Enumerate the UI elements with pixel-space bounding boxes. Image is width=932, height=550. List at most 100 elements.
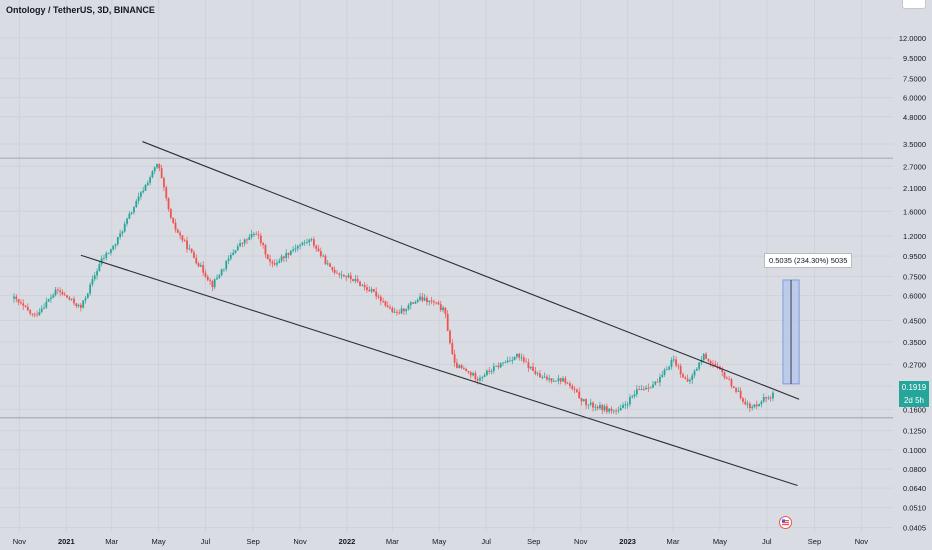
candle-body <box>513 356 516 361</box>
candle-body <box>578 391 581 399</box>
candle-body <box>366 287 368 291</box>
candle-body <box>167 198 170 210</box>
channel-trendline[interactable] <box>142 141 800 400</box>
candle-body <box>139 192 142 197</box>
time-axis[interactable]: Nov 2021 Mar May Jul Sep Nov 2022 Mar May Jul Sep No… <box>13 537 869 546</box>
price-tick-label: 0.7500 <box>903 272 926 281</box>
candle-body <box>432 301 435 303</box>
candles <box>13 163 774 415</box>
candle-body <box>760 401 763 405</box>
candle-body <box>479 377 481 381</box>
price-tick-label: 2.1000 <box>903 184 926 193</box>
candle-body <box>624 404 627 406</box>
candle-body <box>116 236 119 245</box>
candle-body <box>635 389 638 395</box>
candle-body <box>54 289 57 296</box>
candle-body <box>599 405 601 409</box>
candle-body <box>398 312 401 314</box>
candle-body <box>119 233 122 237</box>
candle-body <box>340 274 343 276</box>
candle-body <box>435 302 438 304</box>
candle-body <box>751 406 754 409</box>
candle-body <box>446 313 449 331</box>
trendlines[interactable] <box>80 141 800 487</box>
candle-body <box>363 285 366 288</box>
scale-settings-button[interactable] <box>902 0 926 9</box>
candle-body <box>552 381 555 382</box>
candle-body <box>241 243 244 244</box>
candle-body <box>679 366 682 375</box>
candle-body <box>601 405 604 411</box>
candle-body <box>276 262 278 265</box>
candle-body <box>506 360 509 363</box>
candle-body <box>289 250 292 255</box>
candle-body <box>52 295 55 298</box>
candle-body <box>109 249 112 253</box>
candle-body <box>490 371 493 372</box>
candle-body <box>511 360 514 361</box>
candle-body <box>545 376 548 380</box>
candle-body <box>190 248 193 253</box>
price-tick-label: 0.0800 <box>903 465 926 474</box>
price-axis[interactable]: 12.0000 9.5000 7.5000 6.0000 4.8000 3.5000 2.7… <box>893 0 932 550</box>
candle-body <box>255 234 258 235</box>
horizontal-lines <box>0 157 893 419</box>
candle-body <box>386 305 389 308</box>
candle-body <box>89 284 92 294</box>
candle-body <box>767 397 770 399</box>
candle-body <box>377 296 380 298</box>
measurement-tool[interactable] <box>782 279 800 385</box>
candle-body <box>573 388 576 390</box>
candle-body <box>204 272 207 277</box>
candle-body <box>38 312 41 316</box>
candle-body <box>70 298 73 300</box>
candle-body <box>691 375 694 380</box>
candle-body <box>229 254 232 259</box>
us-flag-icon[interactable] <box>779 516 792 529</box>
candle-body <box>384 301 387 306</box>
candle-body <box>483 375 486 377</box>
candle-body <box>29 310 32 314</box>
candle-body <box>686 378 689 382</box>
candle-body <box>107 252 110 254</box>
candle-body <box>723 372 726 378</box>
candle-body <box>158 164 161 169</box>
candle-body <box>349 275 352 280</box>
candle-body <box>529 366 532 369</box>
candle-body <box>709 360 712 364</box>
candle-body <box>405 309 408 312</box>
candle-body <box>273 263 276 265</box>
price-tick-label: 0.0405 <box>903 524 926 533</box>
candle-body <box>497 365 500 368</box>
candle-body <box>608 408 611 412</box>
candle-body <box>105 253 108 258</box>
candle-body <box>451 343 454 355</box>
candle-body <box>555 380 558 382</box>
price-tick-label: 0.9500 <box>903 252 926 261</box>
candle-body <box>421 296 424 301</box>
candle-body <box>582 399 585 402</box>
candle-body <box>536 373 539 375</box>
candle-body <box>663 369 666 375</box>
candle-body <box>626 404 629 406</box>
candle-body <box>319 251 322 256</box>
candle-body <box>13 296 15 299</box>
candle-body <box>638 389 641 391</box>
chart-title: Ontology / TetherUS, 3D, BINANCE <box>6 5 155 15</box>
candle-body <box>47 299 50 302</box>
candle-body <box>458 365 461 368</box>
candle-body <box>730 379 733 387</box>
candle-body <box>640 389 643 390</box>
candle-body <box>43 307 45 309</box>
candle-body <box>342 274 345 277</box>
channel-trendline[interactable] <box>80 254 798 487</box>
candle-body <box>359 281 361 287</box>
candle-body <box>682 374 684 378</box>
candle-body <box>253 234 255 235</box>
candle-body <box>317 248 320 252</box>
price-tick-label: 1.2000 <box>903 232 926 241</box>
time-tick-label: Mar <box>386 537 399 546</box>
candle-body <box>278 260 281 263</box>
